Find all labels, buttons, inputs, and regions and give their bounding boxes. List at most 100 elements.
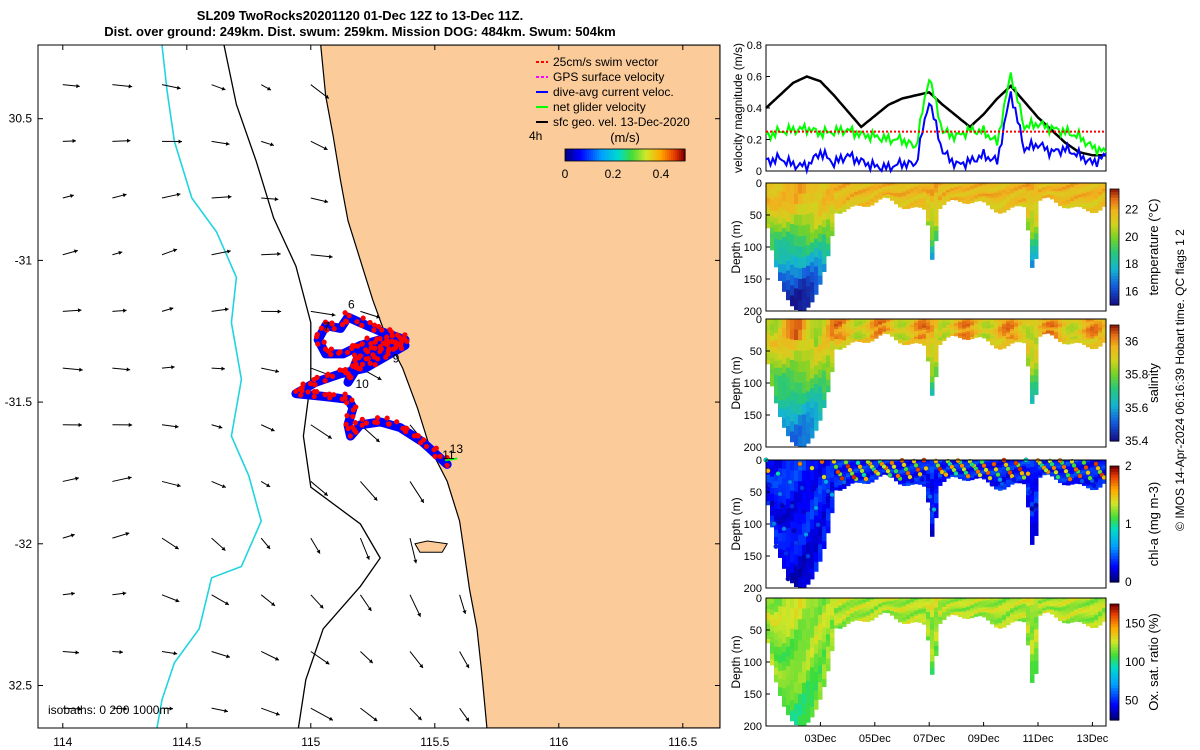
chla-section-cell bbox=[830, 486, 835, 492]
temperature-section-cell bbox=[862, 186, 867, 190]
oxygen-section-cell bbox=[790, 628, 795, 640]
salinity-section-cell bbox=[914, 336, 919, 340]
salinity-section-cell bbox=[1038, 324, 1043, 327]
colorbar-cell bbox=[599, 149, 602, 161]
oxygen-section-cell bbox=[890, 603, 895, 606]
oxygen-section-cell bbox=[1006, 622, 1011, 626]
salinity-section-cell bbox=[918, 321, 923, 324]
oxygen-section-cell bbox=[1018, 615, 1023, 618]
temperature-section-cell bbox=[986, 183, 991, 186]
geo-arrowhead bbox=[126, 367, 131, 372]
temperature-section-cell bbox=[926, 200, 931, 205]
oxygen-section-cell bbox=[1002, 605, 1007, 609]
oxygen-section-cell bbox=[842, 602, 847, 606]
chla-section-cell bbox=[790, 531, 795, 543]
salinity-section-colorbar-cell bbox=[1110, 374, 1119, 378]
chla-section-cell bbox=[1042, 460, 1047, 462]
geo-arrowhead bbox=[373, 496, 378, 501]
swim-vector-mark bbox=[342, 391, 348, 397]
salinity-section-colorbar-cell bbox=[1110, 406, 1119, 410]
salinity-section-cell bbox=[882, 323, 887, 326]
temperature-section-cell bbox=[938, 199, 943, 203]
salinity-section-cell bbox=[838, 339, 843, 343]
temperature-section-cell bbox=[766, 205, 771, 210]
temperature-section-cell bbox=[874, 186, 879, 189]
temperature-section-cell bbox=[810, 242, 815, 253]
chla-section-cell bbox=[906, 462, 911, 465]
salinity-section-cell bbox=[778, 375, 783, 385]
oxygen-section-cell bbox=[942, 608, 947, 612]
chla-section-cell bbox=[922, 470, 927, 474]
chla-section-sample bbox=[791, 528, 797, 534]
colorbar-cell bbox=[671, 149, 674, 161]
temperature-section-cell bbox=[766, 186, 771, 191]
chla-section-cell bbox=[906, 460, 911, 463]
temperature-section-cell bbox=[766, 190, 771, 195]
temperature-section-cell bbox=[830, 191, 835, 197]
chla-section-cell bbox=[922, 479, 927, 483]
salinity-section-cell bbox=[826, 337, 831, 344]
chla-section-cell bbox=[958, 475, 963, 478]
salinity-section-cell bbox=[986, 320, 991, 324]
temperature-section-cell bbox=[1094, 185, 1099, 189]
temperature-section-cell bbox=[1102, 192, 1107, 196]
oxygen-section-cell bbox=[1006, 598, 1011, 601]
temperature-section-cell bbox=[1090, 192, 1095, 196]
temperature-section-cell bbox=[918, 201, 923, 204]
oxygen-section-xtick-2: 07Dec bbox=[913, 733, 945, 745]
chla-section-cell bbox=[782, 460, 787, 470]
chla-section-cell bbox=[962, 463, 967, 466]
track-label-5: 13 bbox=[450, 442, 464, 456]
oxygen-section-cell bbox=[794, 629, 799, 641]
chla-section-cell bbox=[946, 469, 951, 472]
salinity-section-cell bbox=[1058, 324, 1063, 328]
temperature-section-cell bbox=[870, 203, 875, 206]
chla-section-cell bbox=[874, 460, 879, 463]
swim-vector-mark bbox=[371, 322, 378, 328]
oxygen-section-cell bbox=[1066, 604, 1071, 607]
salinity-section-cell bbox=[830, 323, 835, 329]
salinity-section-cell bbox=[966, 319, 971, 322]
temperature-section-cell bbox=[994, 204, 999, 208]
chla-section-cell bbox=[1034, 491, 1039, 499]
temperature-section-cell bbox=[994, 202, 999, 206]
oxygen-section-cell bbox=[926, 618, 931, 623]
salinity-section-cell bbox=[1074, 328, 1079, 332]
salinity-section-cell bbox=[1062, 333, 1067, 336]
chla-section-sample bbox=[785, 576, 791, 582]
temperature-section-cell bbox=[938, 202, 943, 205]
oxygen-section-cell bbox=[842, 616, 847, 620]
temperature-section-cell bbox=[774, 189, 779, 198]
oxygen-section-cell bbox=[858, 614, 863, 618]
temperature-section-cell bbox=[958, 189, 963, 192]
salinity-section-cell bbox=[786, 328, 791, 339]
temperature-section-cell bbox=[850, 194, 855, 198]
oxygen-section-cell bbox=[894, 608, 899, 611]
oxygen-section-cell bbox=[786, 666, 791, 677]
colorbar-cell bbox=[597, 149, 600, 161]
chla-section-colorbar-cell bbox=[1110, 567, 1119, 571]
salinity-section-cell bbox=[842, 323, 847, 327]
salinity-section-cell bbox=[1098, 323, 1103, 327]
oxygen-section-cell bbox=[858, 616, 863, 620]
chla-section-cell bbox=[850, 465, 855, 469]
temperature-section-cell bbox=[870, 199, 875, 202]
oxygen-section-cell bbox=[918, 618, 923, 621]
salinity-section-cell bbox=[954, 333, 959, 335]
salinity-section-cell bbox=[814, 319, 819, 329]
chla-section-cell bbox=[838, 467, 843, 471]
oxygen-section-cell bbox=[894, 604, 899, 608]
chla-section-cell bbox=[1098, 478, 1103, 481]
temperature-section-ytick-1: 50 bbox=[750, 210, 762, 222]
salinity-section-cell bbox=[998, 344, 1003, 348]
oxygen-section-cell bbox=[1090, 602, 1095, 606]
salinity-section-cell bbox=[1018, 338, 1023, 341]
oxygen-section-cell bbox=[802, 608, 807, 620]
chla-section-cell bbox=[790, 572, 795, 584]
oxygen-section-cell bbox=[826, 604, 831, 611]
salinity-section-cell bbox=[934, 338, 939, 344]
temperature-section-cell bbox=[770, 205, 775, 212]
oxygen-section-cell bbox=[1054, 610, 1059, 613]
oxygen-section-cell bbox=[778, 614, 783, 623]
